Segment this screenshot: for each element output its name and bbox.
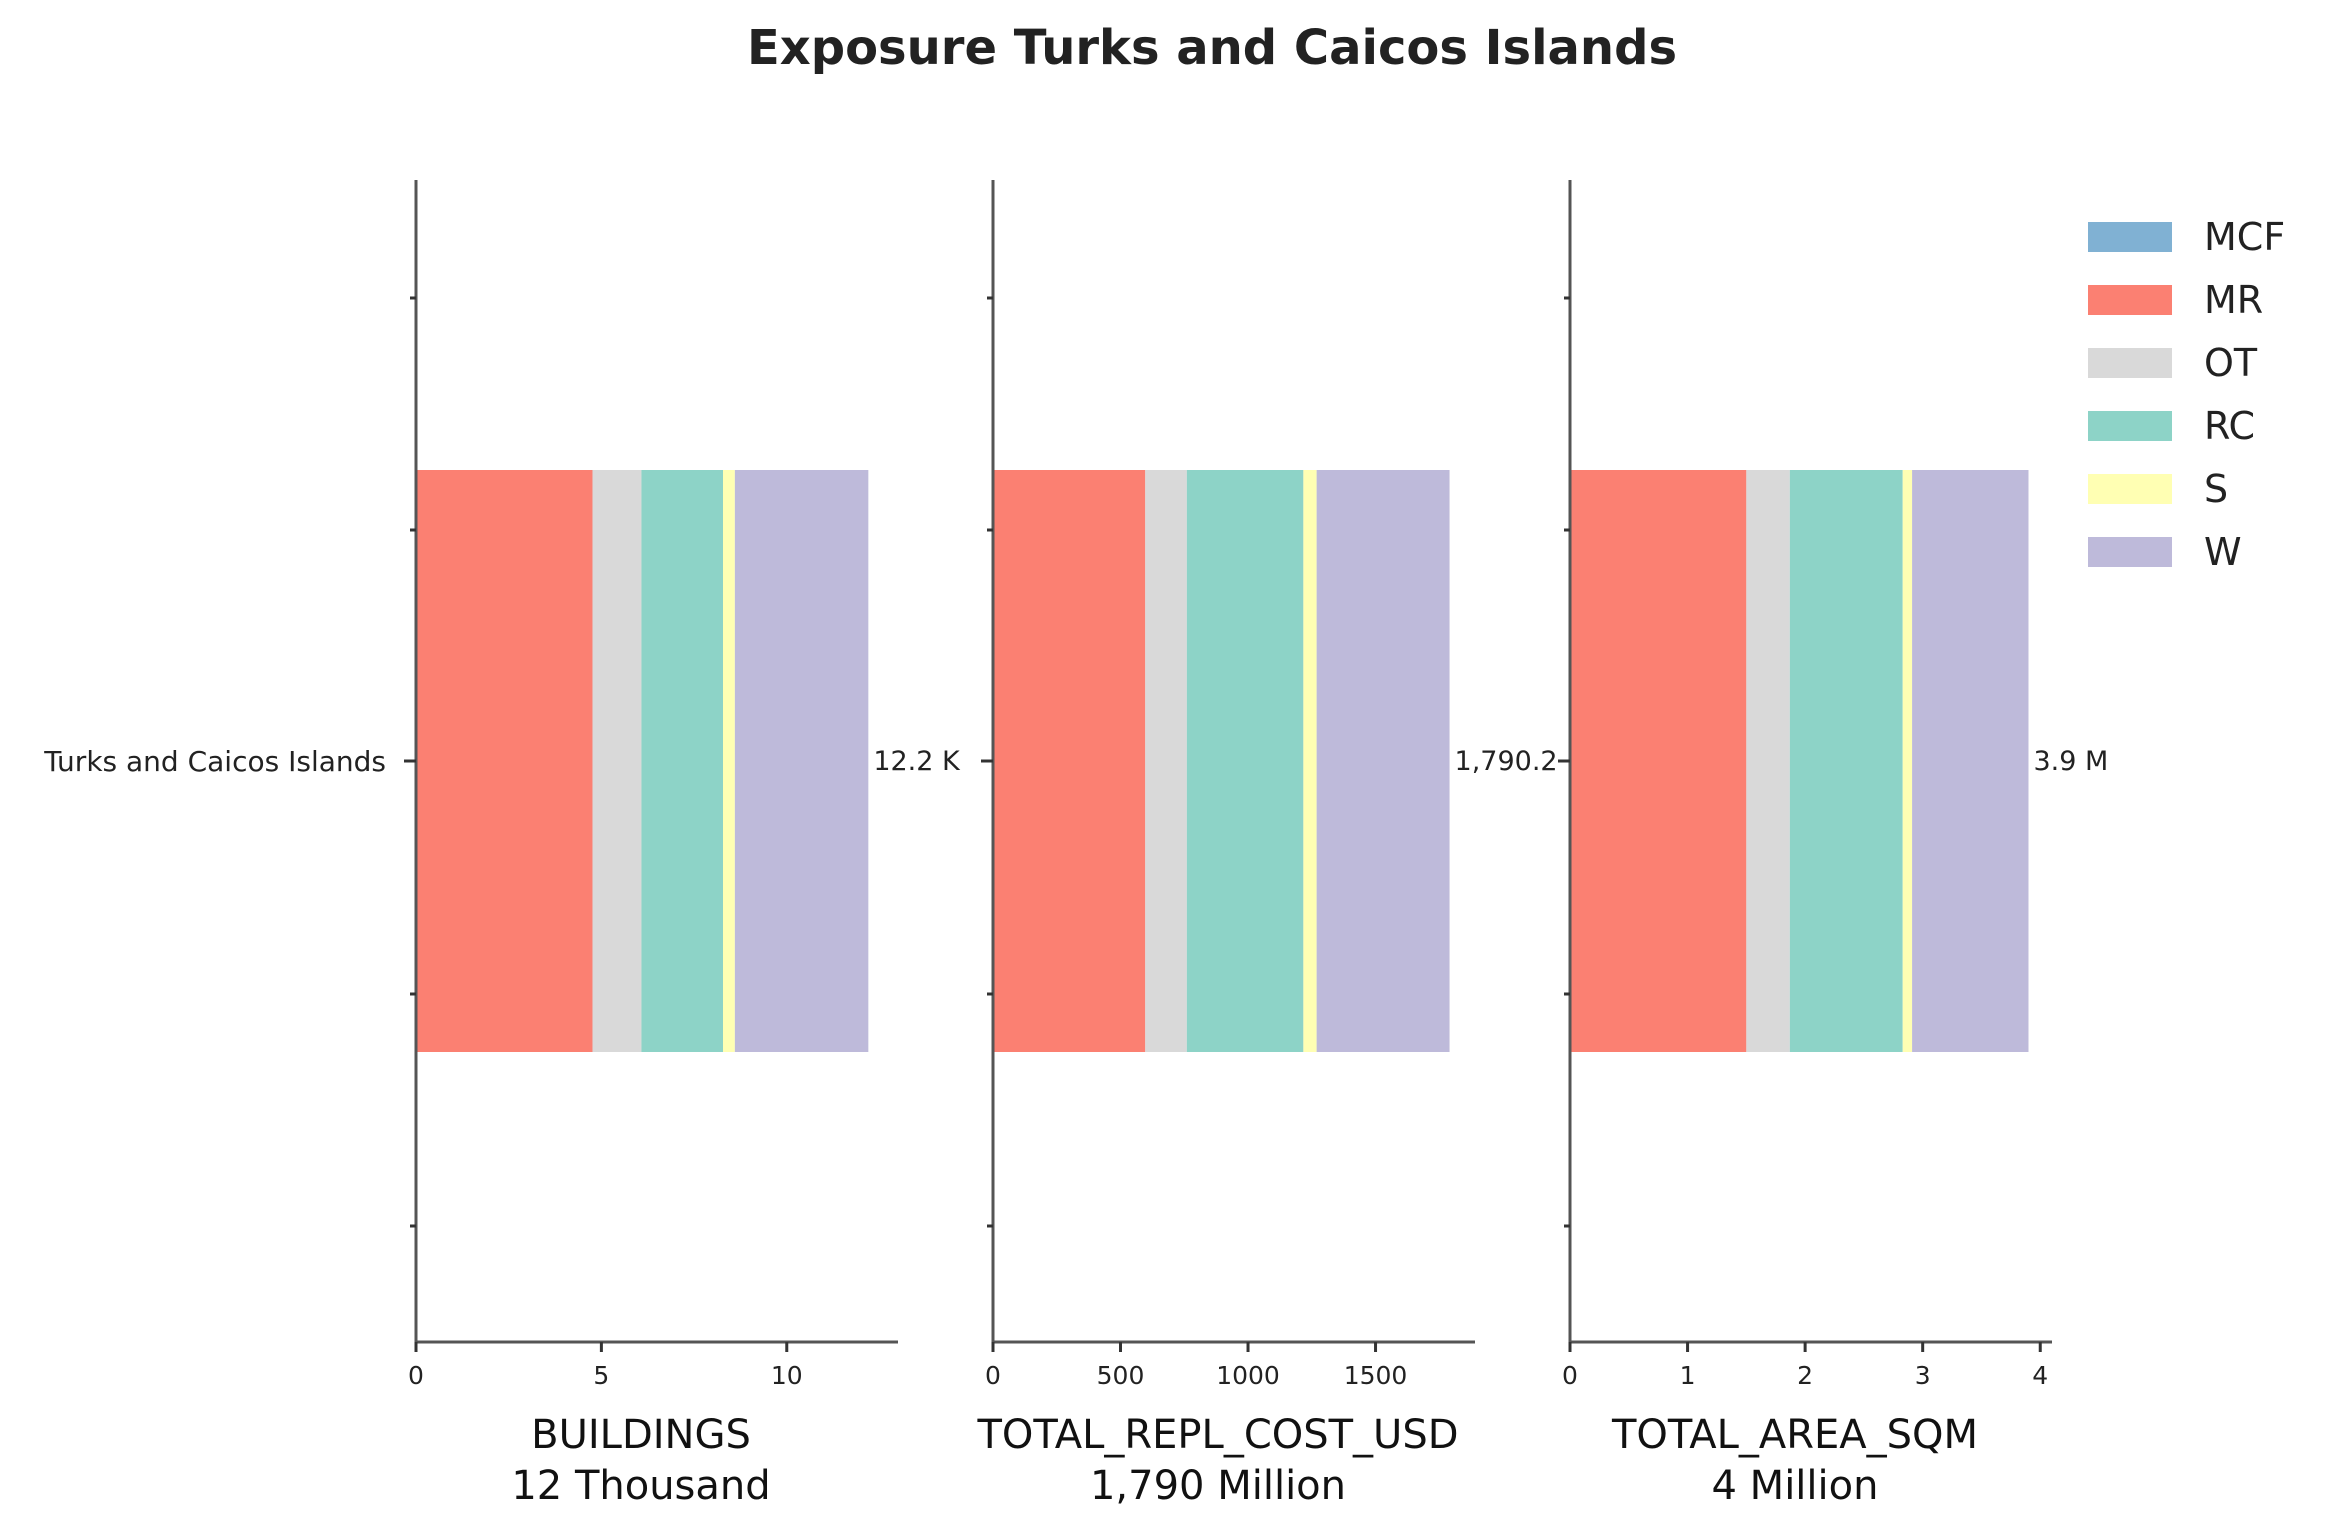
x-tick-label: 1000: [1216, 1361, 1280, 1390]
legend-swatch-s: [2088, 474, 2172, 504]
x-tick-label: 4: [2032, 1361, 2048, 1390]
panel-total-repl-cost-usd: 0 500 1000 1500 1,790.2 TOTAL_REPL_COST_USD 1,…: [976, 180, 1558, 1509]
y-category-label: Turks and Caicos Islands: [43, 745, 386, 778]
bar-segment-rc: [1186, 470, 1304, 1052]
x-axis-subtitle: 4 Million: [1712, 1463, 1879, 1509]
legend-swatch-rc: [2088, 411, 2172, 441]
legend-swatch-w: [2088, 537, 2172, 567]
x-tick-label: 500: [1097, 1361, 1145, 1390]
x-axis-label: TOTAL_AREA_SQM: [1611, 1412, 1978, 1458]
bar-segment-ot: [592, 470, 642, 1052]
bar-segment-rc: [641, 470, 723, 1052]
bar-segment-mr: [993, 470, 1146, 1052]
bar-segment-w: [1316, 470, 1450, 1052]
x-axis-label: TOTAL_REPL_COST_USD: [976, 1412, 1458, 1458]
legend-label-w: W: [2204, 530, 2242, 574]
x-tick-label: 10: [771, 1361, 803, 1390]
bar-segment-w: [1912, 470, 2029, 1052]
panel-buildings: 0 5 10 12.2 K BUILDINGS 12 Thousand: [404, 180, 961, 1509]
bar-total-label: 3.9 M: [2033, 746, 2108, 777]
x-tick-label: 1500: [1344, 1361, 1408, 1390]
bar-segment-ot: [1145, 470, 1187, 1052]
x-axis-subtitle: 1,790 Million: [1090, 1463, 1346, 1509]
bar-segment-rc: [1789, 470, 1903, 1052]
bar-segment-mr: [1570, 470, 1747, 1052]
x-tick-label: 1: [1680, 1361, 1696, 1390]
x-tick-label: 3: [1915, 1361, 1931, 1390]
x-tick-label: 2: [1797, 1361, 1813, 1390]
x-axis-label: BUILDINGS: [531, 1412, 751, 1458]
bar-segment-s: [1902, 470, 1913, 1052]
legend-label-mcf: MCF: [2204, 215, 2285, 259]
bar-total-label: 12.2 K: [873, 746, 961, 777]
bar-segment-s: [723, 470, 735, 1052]
bar-segment-s: [1303, 470, 1317, 1052]
x-tick-label: 5: [593, 1361, 609, 1390]
x-tick-label: 0: [1562, 1361, 1578, 1390]
chart-title: Exposure Turks and Caicos Islands: [747, 20, 1677, 76]
bar-segment-mr: [416, 470, 593, 1052]
legend-label-mr: MR: [2204, 278, 2263, 322]
bar-segment-w: [734, 470, 869, 1052]
x-axis-subtitle: 12 Thousand: [511, 1463, 770, 1509]
legend-label-ot: OT: [2204, 341, 2258, 385]
panel-total-area-sqm: 0 1 2 3 4 3.9 M TOTAL_AREA_SQM 4 Million: [1558, 180, 2108, 1509]
bar-total-label: 1,790.2: [1455, 746, 1558, 777]
legend-swatch-mcf: [2088, 222, 2172, 252]
legend: MCF MR OT RC SW: [2088, 215, 2285, 574]
legend-label-rc: RC: [2204, 404, 2255, 448]
x-tick-label: 0: [408, 1361, 424, 1390]
bar-segment-ot: [1746, 470, 1790, 1052]
legend-swatch-ot: [2088, 348, 2172, 378]
legend-label-s: S: [2204, 467, 2228, 511]
x-tick-label: 0: [985, 1361, 1001, 1390]
legend-swatch-mr: [2088, 285, 2172, 315]
